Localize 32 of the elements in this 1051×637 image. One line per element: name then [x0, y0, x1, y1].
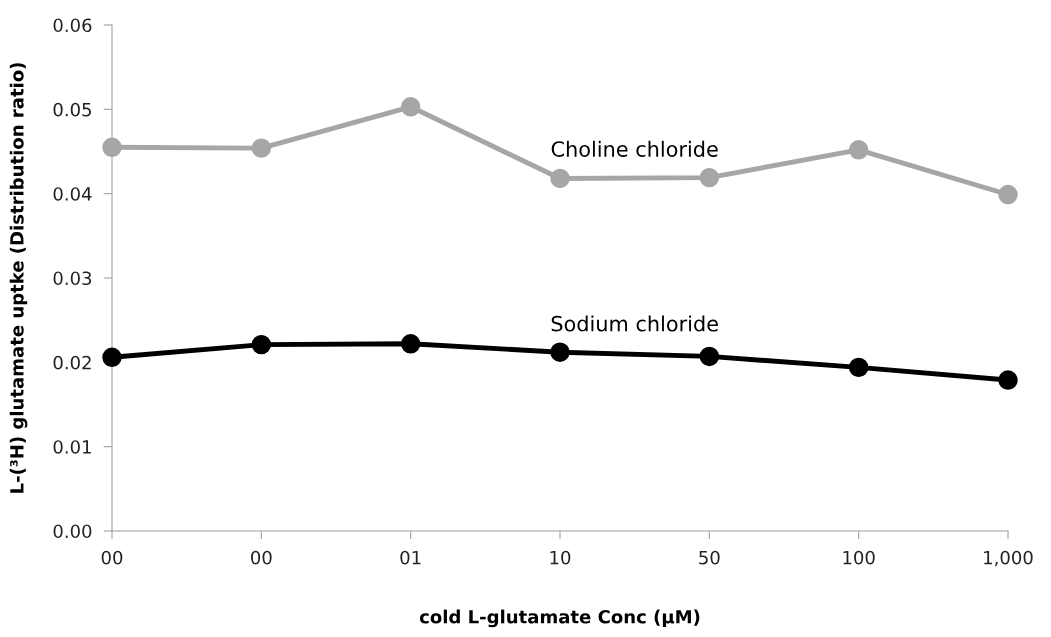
point: [998, 184, 1018, 205]
point: [550, 342, 570, 362]
series-label: Sodium chloride: [551, 315, 718, 332]
y-tick-label: 0.04: [53, 187, 92, 201]
point: [251, 334, 272, 355]
y-tick-label: 0.03: [53, 271, 92, 286]
x-tick-label: 10: [550, 550, 571, 565]
y-tick-label: 0.01: [53, 440, 91, 454]
point: [699, 167, 720, 188]
x-axis-title: cold L-glutamate Conc (µM): [419, 609, 700, 628]
point: [848, 357, 869, 378]
point: [550, 168, 570, 189]
point: [400, 97, 421, 117]
point: [998, 370, 1018, 390]
point: [699, 346, 720, 367]
point: [102, 137, 122, 158]
y-tick-label: 0.06: [53, 18, 92, 33]
x-tick-label: 1,000: [984, 550, 1033, 567]
point: [400, 334, 421, 354]
x-tick-label: 01: [400, 550, 421, 565]
series-label: Choline chloride: [551, 140, 718, 157]
x-tick-label: 100: [843, 550, 875, 565]
y-tick-label: 0.00: [53, 524, 92, 539]
y-axis-title: L-(³H) glutamate uptke (Distribution ratio): [9, 63, 28, 493]
point: [102, 347, 122, 367]
x-tick-label: 00: [251, 550, 272, 565]
x-tick-label: 50: [699, 550, 720, 565]
y-tick-label: 0.02: [53, 355, 91, 370]
point: [848, 140, 869, 160]
y-tick-label: 0.05: [53, 102, 91, 117]
x-tick-label: 00: [101, 550, 123, 565]
point: [251, 138, 272, 158]
